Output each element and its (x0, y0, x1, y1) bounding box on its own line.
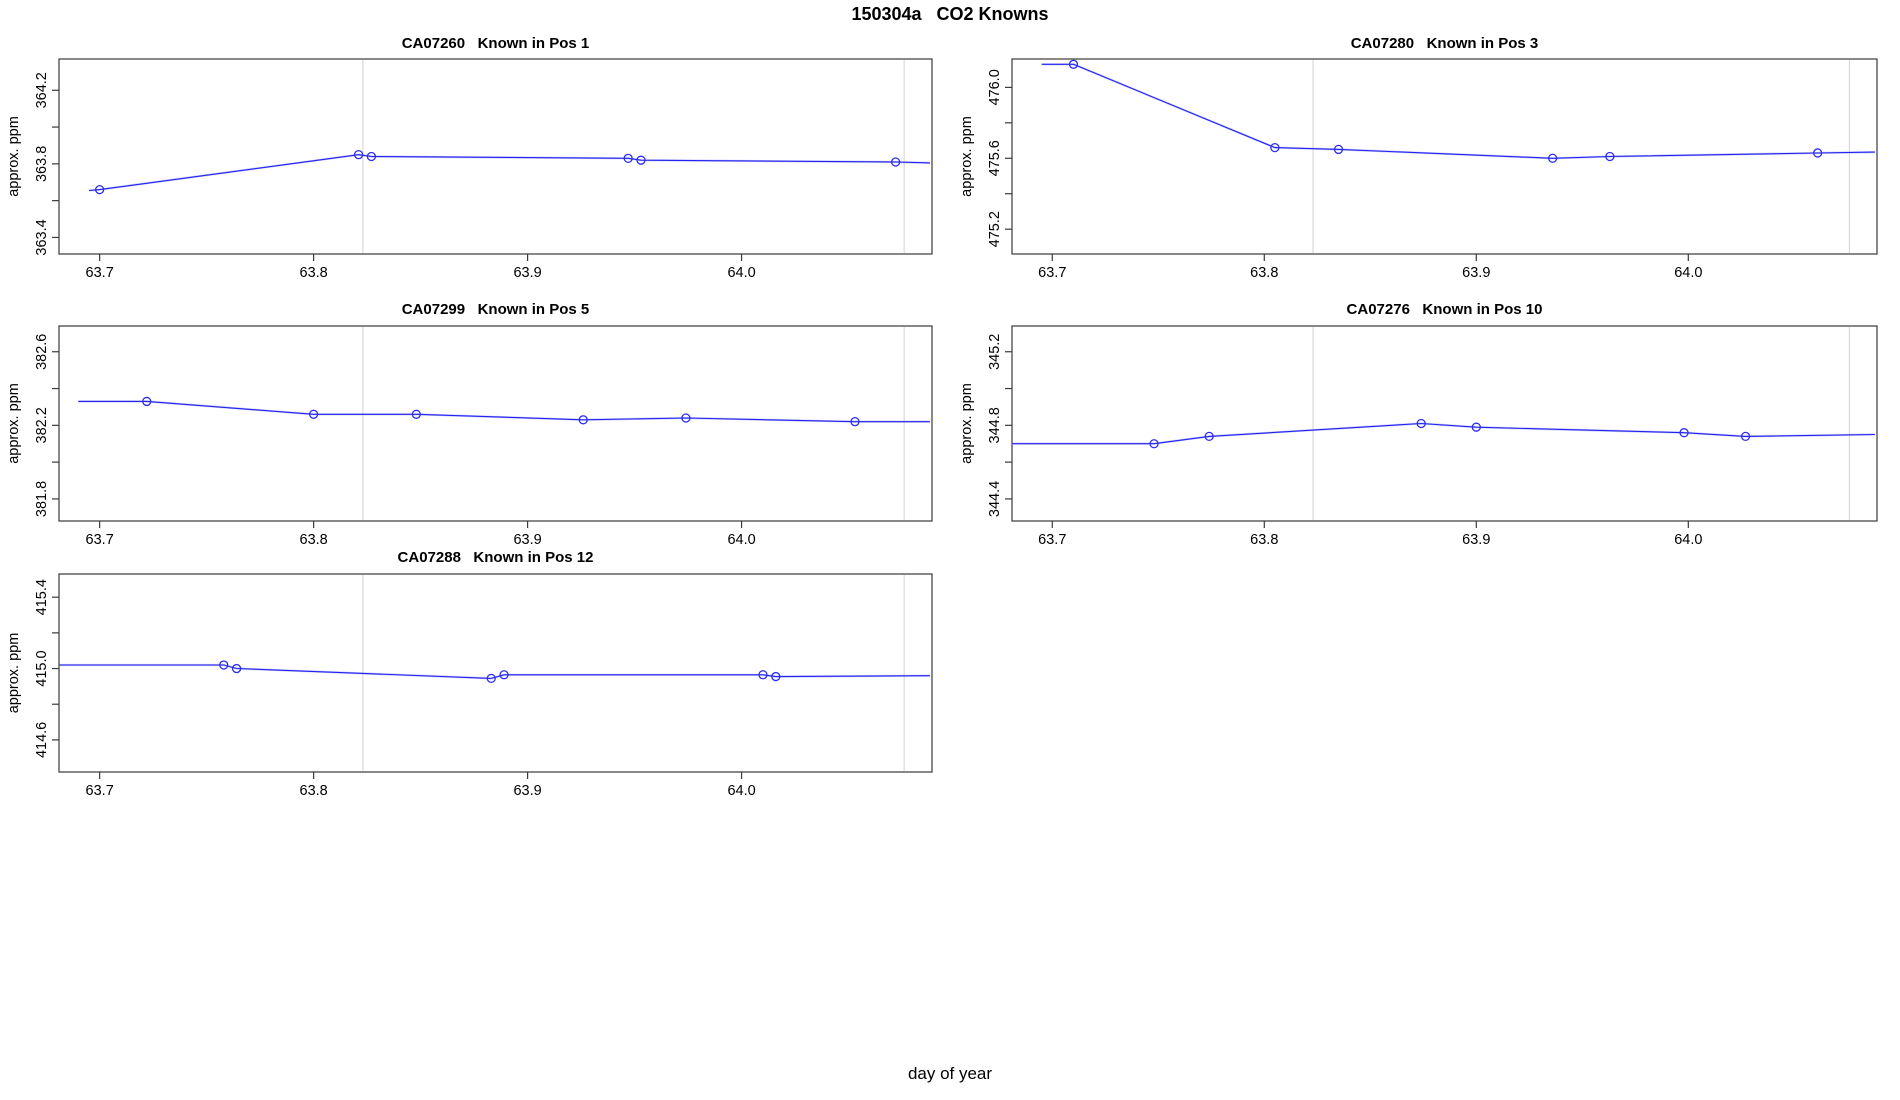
x-tick-label: 63.9 (513, 783, 541, 799)
y-tick-label: 381.8 (34, 481, 50, 517)
y-tick-label: 363.4 (34, 219, 50, 255)
x-tick-label: 63.9 (513, 265, 541, 281)
plot-box (1011, 58, 1878, 255)
data-line-halo (88, 153, 930, 192)
plot-box (1011, 325, 1878, 522)
subplot-title-ca07280: CA07280 Known in Pos 3 (1350, 35, 1539, 52)
data-point (411, 409, 421, 419)
data-point (1740, 431, 1751, 442)
plot-box (58, 325, 933, 522)
x-tick-label: 64.0 (1674, 532, 1702, 548)
data-point (219, 660, 229, 670)
data-point (486, 673, 496, 684)
data-point (1679, 428, 1689, 438)
y-tick-label: 364.2 (34, 72, 50, 108)
x-tick-label: 63.9 (1462, 532, 1490, 548)
subplot-title-ca07276: CA07276 Known in Pos 10 (1346, 301, 1543, 318)
x-tick-label: 63.8 (300, 532, 328, 548)
data-line (78, 400, 930, 423)
data-point (142, 396, 152, 407)
y-tick-label: 345.2 (987, 334, 1003, 370)
data-point (771, 671, 781, 682)
data-point (1149, 439, 1159, 449)
data-line (1012, 422, 1875, 445)
data-point (623, 153, 633, 163)
data-line (88, 154, 930, 192)
y-tick-label: 475.2 (987, 211, 1003, 247)
x-tick-label: 63.8 (1250, 532, 1278, 548)
y-tick-label: 344.8 (987, 407, 1003, 443)
y-tick-label: 363.8 (34, 146, 50, 182)
data-point (1416, 418, 1426, 429)
data-point (1547, 153, 1558, 163)
y-axis-label: approx. ppm (959, 383, 975, 464)
x-tick-label: 64.0 (1674, 265, 1702, 281)
data-point (353, 150, 364, 160)
data-point (636, 155, 646, 165)
data-point (231, 663, 242, 674)
y-tick-label: 382.2 (34, 407, 50, 443)
data-point (681, 413, 691, 423)
data-line (59, 664, 930, 679)
data-point (1204, 431, 1214, 442)
data-point (1270, 142, 1280, 153)
data-point (850, 417, 860, 427)
y-axis-label: approx. ppm (959, 116, 975, 197)
subplot-title-ca07299: CA07299 Known in Pos 5 (401, 301, 590, 318)
data-point (366, 151, 377, 162)
plot-box (58, 58, 933, 255)
data-point (1471, 422, 1481, 432)
data-point (1605, 151, 1615, 162)
y-tick-label: 415.4 (34, 579, 50, 615)
x-tick-label: 64.0 (727, 265, 755, 281)
x-tick-label: 63.7 (86, 265, 114, 281)
x-tick-label: 63.9 (1462, 265, 1490, 281)
data-point (308, 409, 319, 419)
plot-box (58, 573, 933, 773)
y-tick-label: 476.0 (987, 69, 1003, 105)
data-line-halo (1041, 63, 1875, 160)
x-tick-label: 63.8 (300, 265, 328, 281)
data-point (890, 157, 901, 167)
data-point (1812, 148, 1823, 158)
x-tick-label: 63.7 (1038, 265, 1066, 281)
x-tick-label: 64.0 (727, 783, 755, 799)
subplot-title-ca07260: CA07260 Known in Pos 1 (401, 35, 590, 52)
y-tick-label: 382.6 (34, 334, 50, 370)
y-axis-label: approx. ppm (6, 116, 22, 197)
figure-x-axis-label: day of year (907, 1064, 993, 1083)
x-tick-label: 64.0 (727, 532, 755, 548)
data-point (758, 670, 768, 680)
data-point (95, 184, 105, 195)
subplot-title-ca07288: CA07288 Known in Pos 12 (397, 549, 594, 566)
y-axis-label: approx. ppm (6, 633, 22, 714)
y-tick-label: 414.6 (34, 722, 50, 758)
x-tick-label: 63.9 (513, 532, 541, 548)
data-point (578, 415, 588, 425)
x-tick-label: 63.7 (86, 532, 114, 548)
x-tick-label: 63.7 (1038, 532, 1066, 548)
data-point (1333, 144, 1344, 155)
y-axis-label: approx. ppm (6, 383, 22, 464)
figure-title: 150304a CO2 Knowns (851, 4, 1049, 24)
x-tick-label: 63.7 (86, 783, 114, 799)
x-tick-label: 63.8 (1250, 265, 1278, 281)
data-line (1041, 63, 1875, 159)
data-point (499, 670, 509, 680)
y-tick-label: 415.0 (34, 650, 50, 686)
data-point (1068, 59, 1079, 69)
y-tick-label: 344.4 (987, 481, 1003, 517)
data-line-halo (78, 400, 930, 423)
x-tick-label: 63.8 (300, 783, 328, 799)
y-tick-label: 475.6 (987, 140, 1003, 176)
